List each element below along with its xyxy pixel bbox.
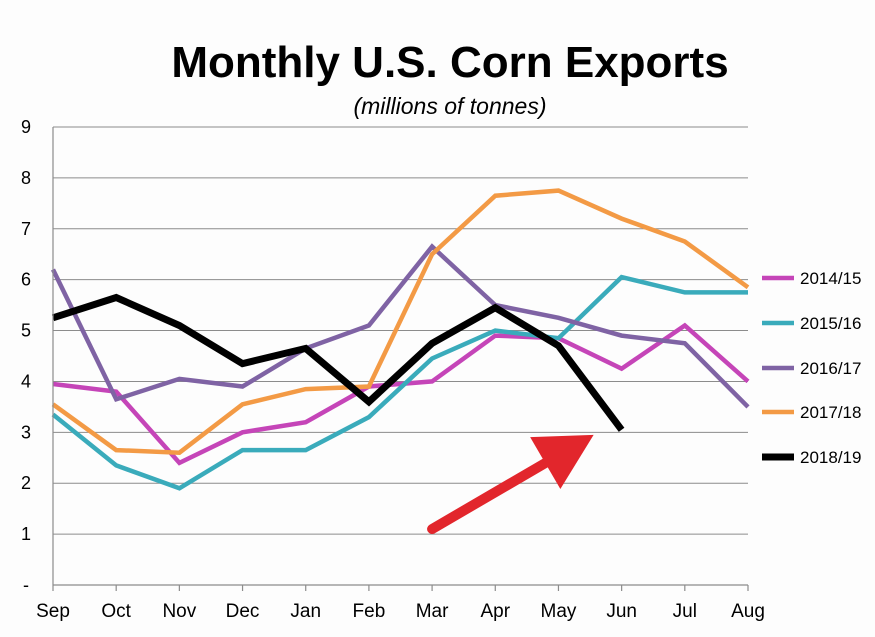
chart-title: Monthly U.S. Corn Exports	[171, 38, 729, 87]
x-tick-label: Mar	[416, 601, 449, 622]
series-lines	[50, 188, 750, 491]
arrow-head	[530, 434, 594, 489]
y-tick-label: 4	[21, 371, 31, 391]
legend: 2014/15 2015/16 2016/17 2017/18 2018/19	[762, 269, 861, 467]
y-tick-label: 1	[21, 524, 31, 544]
x-tick-label: Jun	[606, 601, 637, 622]
grid-lines	[53, 126, 748, 535]
legend-label: 2014/15	[800, 269, 861, 288]
x-tick-label: Apr	[480, 601, 510, 622]
y-tick-label: -	[23, 575, 29, 595]
y-tick-label: 9	[21, 117, 31, 137]
x-tick-label: Feb	[353, 601, 386, 622]
arrow-shaft	[427, 458, 551, 535]
x-tick-label: Dec	[226, 601, 260, 622]
y-tick-label: 6	[21, 270, 31, 290]
series-line-2014-15	[52, 322, 750, 466]
x-tick-label: Nov	[162, 601, 196, 622]
legend-label: 2015/16	[800, 314, 861, 333]
x-tick-label: Oct	[101, 601, 131, 622]
annotation-arrow	[427, 434, 594, 535]
legend-label: 2018/19	[800, 448, 861, 467]
x-tick-label: May	[541, 601, 577, 622]
y-tick-label: 2	[21, 473, 31, 493]
series-line-2016-17	[50, 243, 750, 409]
series-line-2018-19	[51, 293, 625, 432]
series-line-2015-16	[51, 274, 748, 491]
x-tick-label: Jul	[673, 601, 697, 622]
x-tick-label: Aug	[731, 601, 765, 622]
chart-subtitle: (millions of tonnes)	[353, 93, 547, 119]
y-tick-label: 7	[21, 219, 31, 239]
axes: - 1 2 3 4 5 6 7 8 9 Sep Oct Nov Dec Jan Feb Mar Apr May Jun…	[21, 117, 765, 622]
legend-label: 2016/17	[800, 359, 861, 378]
x-tick-label: Sep	[36, 601, 70, 622]
series-line-2017-18	[51, 188, 750, 455]
y-tick-label: 3	[21, 422, 31, 442]
legend-label: 2017/18	[800, 403, 861, 422]
y-tick-label: 5	[21, 321, 31, 341]
y-tick-label: 8	[21, 168, 31, 188]
x-tick-label: Jan	[290, 601, 321, 622]
